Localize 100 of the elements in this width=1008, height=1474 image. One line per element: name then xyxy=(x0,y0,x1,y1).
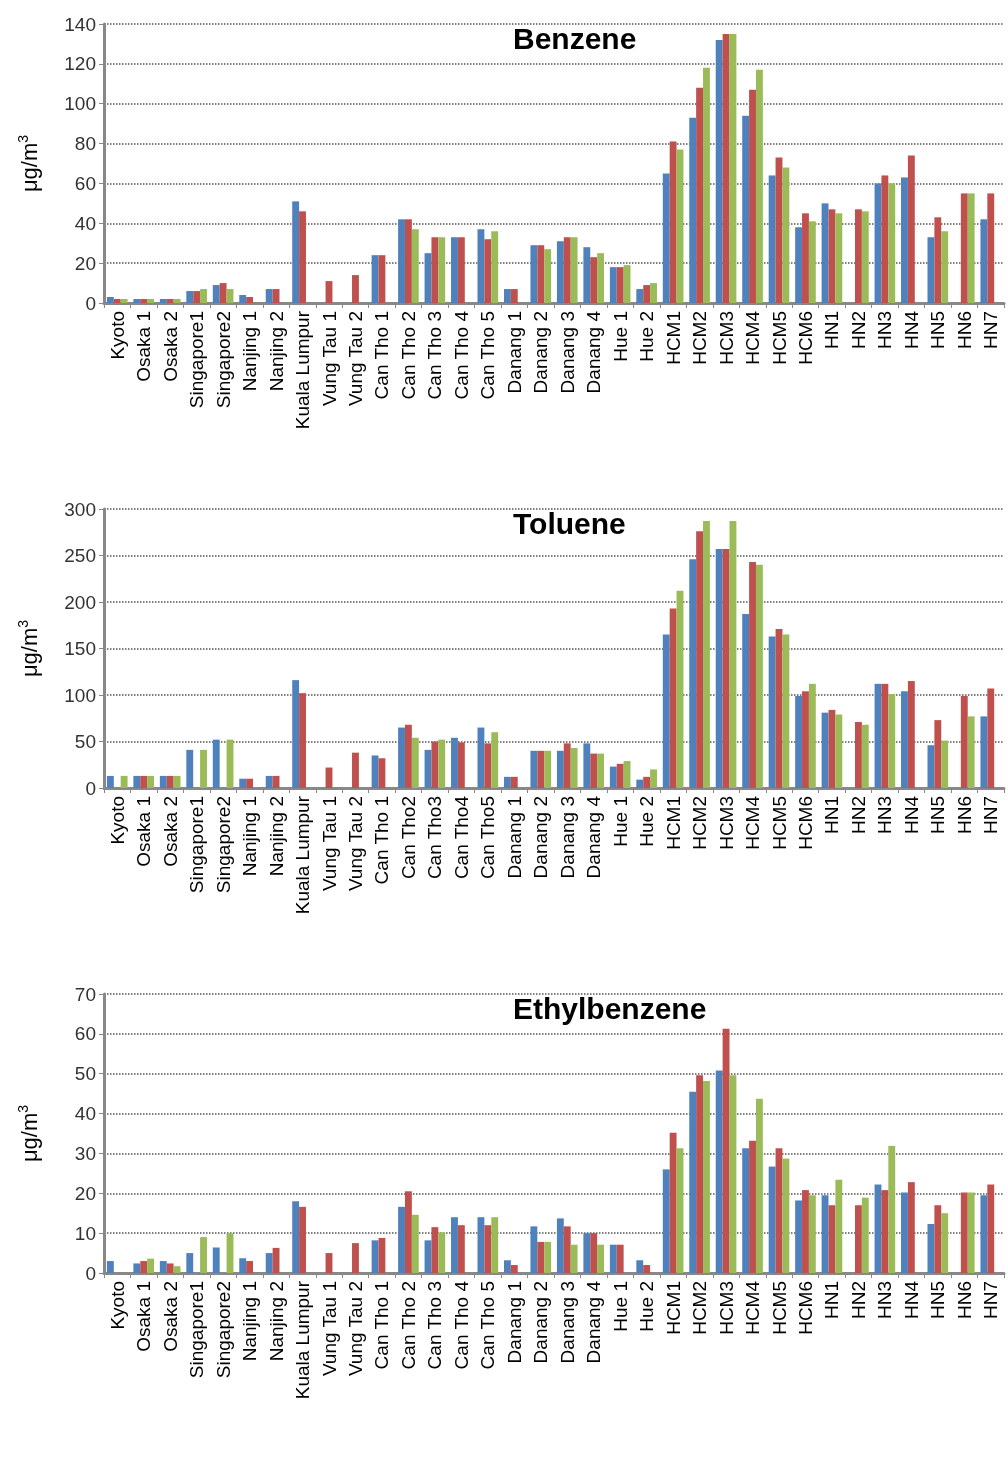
x-tick-label: HN5 xyxy=(927,311,949,350)
x-tick-label: HN7 xyxy=(980,311,1002,350)
bar xyxy=(503,1260,511,1273)
bar xyxy=(173,1266,181,1273)
bar xyxy=(742,1148,750,1273)
bar xyxy=(173,775,181,788)
bar xyxy=(113,299,121,303)
bar xyxy=(563,1226,571,1273)
bar xyxy=(802,691,809,788)
x-tick-label: Kuala Lumpur xyxy=(292,1280,314,1400)
bar xyxy=(650,283,657,303)
bar xyxy=(881,175,889,303)
chart-title: Ethylbenzene xyxy=(513,991,707,1025)
bar xyxy=(821,712,829,788)
bar xyxy=(768,175,776,303)
bar xyxy=(755,1098,763,1273)
x-tick-label: Danang 3 xyxy=(556,1281,578,1364)
x-tick-label: Can Tho 3 xyxy=(424,1281,446,1370)
bar xyxy=(597,753,605,788)
bar xyxy=(299,1206,306,1273)
x-tick-label: Can Tho 1 xyxy=(371,311,393,400)
bar xyxy=(980,716,988,788)
x-tick-label: Singapore1 xyxy=(186,796,208,894)
bar xyxy=(438,237,446,303)
x-tick-label: Danang 2 xyxy=(530,796,552,879)
bar xyxy=(669,608,677,788)
x-tick-label: Can Tho4 xyxy=(450,795,472,880)
bar xyxy=(556,241,564,303)
x-tick-label: Vung Tau 2 xyxy=(344,311,366,407)
bar xyxy=(159,1261,167,1273)
bar xyxy=(715,548,723,788)
bar xyxy=(689,559,697,788)
bar xyxy=(120,775,128,788)
y-tick-label: 50 xyxy=(74,731,96,752)
x-tick-label: HCM6 xyxy=(794,311,816,365)
y-tick-label: 40 xyxy=(74,212,96,234)
x-tick-label: Danang 4 xyxy=(583,795,605,879)
bar xyxy=(166,299,174,303)
x-tick-label: Can Tho 2 xyxy=(397,311,419,400)
x-tick-label: Nanjing 1 xyxy=(239,796,261,877)
bar xyxy=(934,217,942,303)
x-tick-label: HN5 xyxy=(927,1281,949,1320)
x-tick-label: Singapore2 xyxy=(212,796,234,894)
bar xyxy=(246,778,254,788)
bar xyxy=(597,1244,605,1273)
y-tick-label: 0 xyxy=(85,292,96,314)
bar xyxy=(451,1217,458,1273)
bar xyxy=(530,750,538,788)
bar xyxy=(669,141,677,303)
bar xyxy=(457,237,465,303)
bar xyxy=(782,167,790,303)
bar xyxy=(133,299,141,303)
bar xyxy=(265,1253,273,1273)
bar xyxy=(140,299,148,303)
x-tick-label: HN1 xyxy=(821,1281,843,1320)
y-tick-label: 100 xyxy=(64,93,96,115)
bar xyxy=(398,219,405,303)
bar xyxy=(544,1241,552,1273)
bar xyxy=(907,681,915,788)
bar xyxy=(583,247,591,303)
y-tick-label: 60 xyxy=(74,1023,96,1045)
bar xyxy=(106,775,114,788)
bar xyxy=(265,775,273,788)
bar xyxy=(650,769,657,788)
x-tick-label: Osaka 1 xyxy=(133,796,155,867)
x-tick-label: Can Tho 5 xyxy=(477,311,499,400)
x-tick-label: HCM2 xyxy=(689,796,711,850)
bar xyxy=(755,69,763,303)
bar xyxy=(265,289,273,303)
bar xyxy=(133,775,141,788)
bar xyxy=(835,1179,843,1273)
x-tick-label: Danang 1 xyxy=(503,796,525,879)
bar xyxy=(491,231,499,303)
bar xyxy=(239,295,247,303)
x-tick-label: Can Tho 1 xyxy=(371,1281,393,1370)
bar xyxy=(352,1243,359,1273)
bar xyxy=(299,211,306,303)
bar xyxy=(609,267,617,303)
x-tick-label: Can Tho5 xyxy=(477,796,499,880)
x-tick-label: Osaka 1 xyxy=(133,1281,155,1352)
bar xyxy=(484,743,492,788)
bar xyxy=(960,695,968,788)
x-tick-label: Can Tho2 xyxy=(397,796,419,880)
bar xyxy=(696,87,704,303)
x-tick-label: Vung Tau 1 xyxy=(318,796,340,892)
chart-title: Benzene xyxy=(513,21,637,55)
x-tick-label: HN1 xyxy=(821,311,843,350)
bar xyxy=(835,714,843,788)
x-tick-label: HCM1 xyxy=(662,796,684,850)
y-tick-label: 50 xyxy=(74,1063,96,1085)
bar xyxy=(901,177,908,303)
bar xyxy=(888,694,896,788)
x-tick-label: Singapore1 xyxy=(186,1281,208,1379)
x-tick-label: Singapore2 xyxy=(212,311,234,409)
x-tick-label: HCM1 xyxy=(662,311,684,365)
bar xyxy=(556,750,564,788)
x-tick-label: Can Tho 3 xyxy=(424,311,446,400)
y-tick-label: 60 xyxy=(74,172,96,194)
x-tick-label: Danang 1 xyxy=(503,1281,525,1364)
bar xyxy=(696,531,704,788)
